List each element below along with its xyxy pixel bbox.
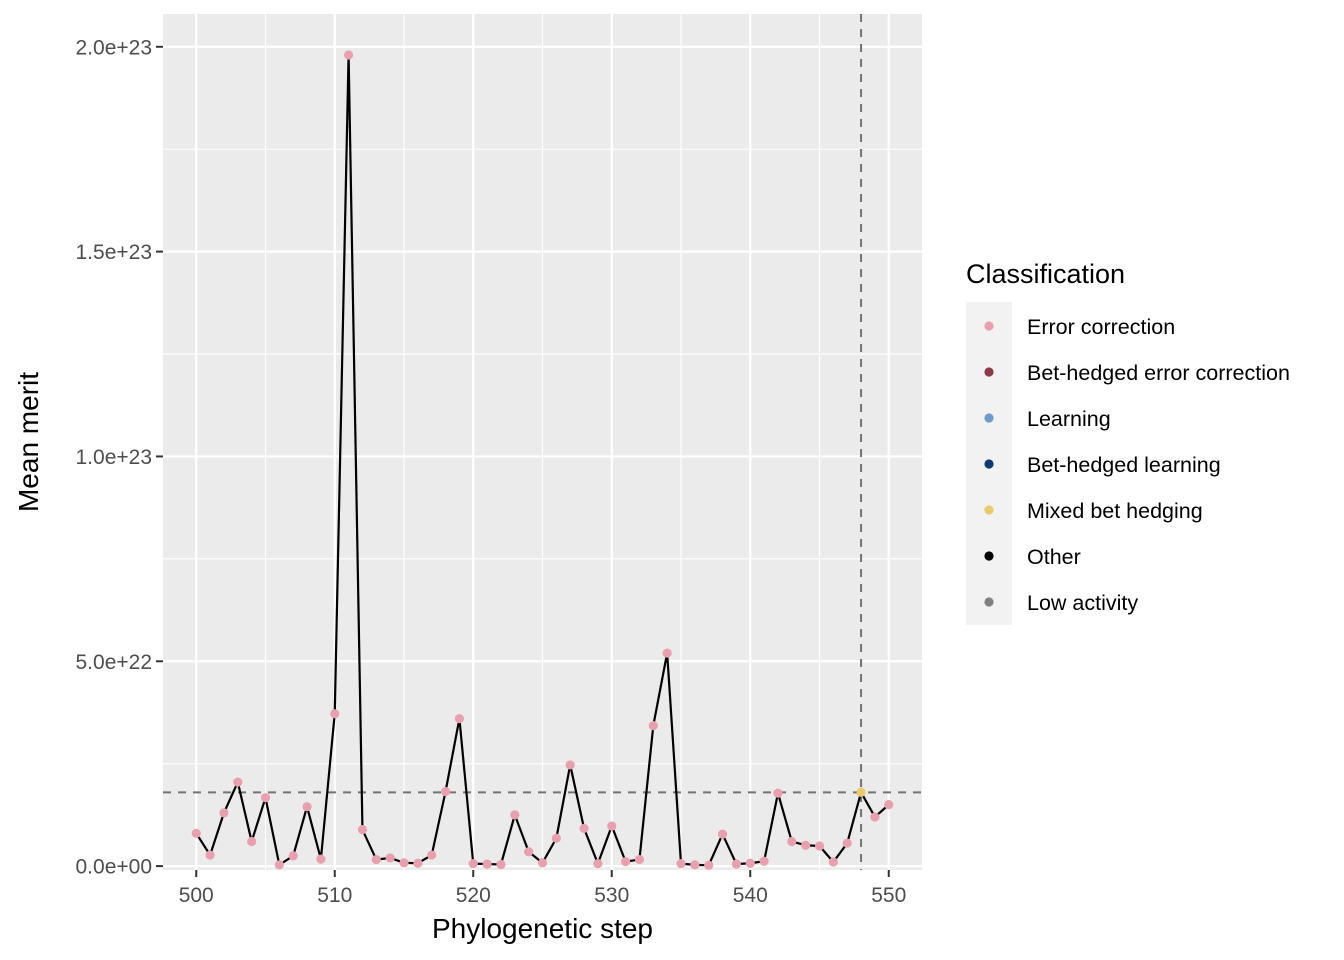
data-point [302,802,312,812]
data-point [676,859,686,869]
reference-lines [163,14,922,870]
legend: Classification Error correction Bet-hedge… [966,259,1290,625]
y-tick-label: 1.5e+23 [76,241,153,264]
data-point [496,859,506,870]
x-tick-label: 550 [871,884,906,907]
data-point [593,859,603,869]
data-point [247,836,257,847]
data-point [357,825,368,835]
x-axis-title: Phylogenetic step [432,913,653,944]
legend-key-dot [984,597,994,607]
data-point [440,786,451,797]
data-point [205,850,215,860]
legend-label: Bet-hedged learning [1027,453,1221,477]
data-point [274,860,284,870]
legend-items: Error correction Bet-hedged error correct… [984,315,1290,615]
data-point [330,709,340,719]
data-point [842,838,852,848]
data-point [219,808,229,818]
data-point [634,854,645,865]
data-point [454,714,464,724]
legend-label: Mixed bet hedging [1027,499,1203,523]
data-point [579,823,589,834]
y-tick-label: 0.0e+00 [76,856,153,879]
x-tick-label: 510 [317,884,352,907]
x-axis: 500 510 520 530 540 550 [179,870,906,907]
x-tick-label: 500 [179,884,214,907]
data-point [260,793,271,803]
data-point [648,720,658,731]
legend-label: Low activity [1027,591,1138,615]
data-point [371,854,381,865]
data-points-layer [191,50,894,870]
minor-gridlines [163,14,922,870]
legend-label: Learning [1027,407,1111,431]
data-point [468,859,478,869]
data-point [482,859,492,869]
data-point [856,787,866,797]
data-point [801,840,811,850]
y-tick-label: 5.0e+22 [76,651,153,674]
x-tick-label: 540 [733,884,768,907]
x-tick-label: 520 [456,884,491,907]
data-point [731,859,742,869]
data-point [745,858,755,868]
data-point [662,648,672,658]
legend-key-dot [984,459,994,469]
x-tick-label: 530 [594,884,629,907]
data-point [524,847,534,857]
data-point [385,853,395,863]
data-point [621,857,631,867]
data-point [413,858,423,868]
data-point [191,828,201,838]
legend-key-dot [984,321,994,331]
data-point [551,833,561,843]
data-point [510,810,520,820]
data-point [427,850,437,860]
data-point [704,860,714,870]
legend-key-dot [984,551,994,561]
y-axis-title: Mean merit [13,372,44,512]
legend-key-dot [984,367,994,377]
legend-label: Error correction [1027,315,1175,339]
legend-key-dot [984,413,994,423]
data-point [884,800,894,810]
data-point [828,857,838,867]
y-tick-label: 2.0e+23 [76,36,153,59]
data-point [316,854,326,864]
data-point [759,856,769,866]
data-point [814,841,825,851]
legend-label: Bet-hedged error correction [1027,361,1290,385]
legend-key-dot [984,505,994,515]
data-point [607,821,617,831]
legend-title: Classification [966,259,1125,289]
data-point [343,50,354,60]
y-axis: 0.0e+00 5.0e+22 1.0e+23 1.5e+23 2.0e+23 [76,36,163,879]
data-point [773,788,783,798]
data-point [233,777,243,787]
major-gridlines [163,14,922,870]
data-point [717,829,728,839]
legend-label: Other [1027,545,1081,569]
y-tick-label: 1.0e+23 [76,446,153,469]
data-point [288,851,298,861]
data-point [690,860,700,870]
data-point [565,760,575,770]
data-point [787,836,797,847]
data-point [399,858,409,868]
data-point [870,812,880,822]
data-point [537,858,548,868]
